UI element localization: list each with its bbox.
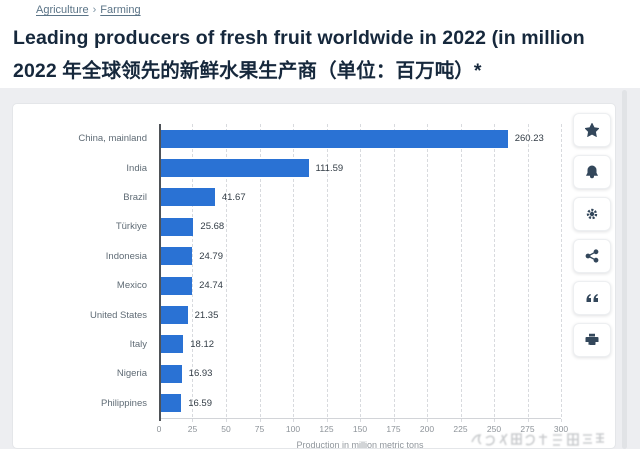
chart-rows: China, mainland 260.23 India 111.59 Brazil 41… bbox=[29, 124, 561, 418]
value-label: 41.67 bbox=[221, 191, 246, 203]
chart-row: Mexico 24.74 bbox=[29, 271, 561, 300]
chart-row: Brazil 41.67 bbox=[29, 183, 561, 212]
bar[interactable] bbox=[159, 276, 193, 295]
bar[interactable] bbox=[159, 159, 309, 178]
notify-bell-button[interactable] bbox=[573, 155, 611, 189]
gridline bbox=[326, 124, 328, 422]
x-tick-label: 300 bbox=[553, 423, 569, 434]
value-label: 16.59 bbox=[188, 397, 212, 409]
gridline bbox=[561, 124, 562, 422]
value-label: 24.74 bbox=[199, 280, 223, 292]
value-label: 111.59 bbox=[315, 162, 344, 174]
print-button[interactable] bbox=[573, 323, 611, 357]
value-label: 21.35 bbox=[194, 309, 219, 321]
bar[interactable] bbox=[159, 247, 193, 266]
bar[interactable] bbox=[159, 394, 182, 413]
share-icon bbox=[585, 249, 599, 263]
category-label: United States bbox=[89, 309, 147, 321]
cite-quote-icon bbox=[585, 291, 599, 305]
category-label: Mexico bbox=[116, 280, 147, 292]
category-label: Philippines bbox=[101, 397, 147, 409]
category-label: Türkiye bbox=[115, 221, 147, 233]
x-tick-label: 275 bbox=[520, 423, 535, 434]
chart-row: China, mainland 260.23 bbox=[29, 124, 561, 153]
page-title-line2: 2022 年全球领先的新鲜水果生产商（单位：百万吨）* bbox=[13, 60, 482, 82]
chart-row: Italy 18.12 bbox=[29, 330, 561, 359]
chart-row: Philippines 16.59 bbox=[29, 389, 561, 418]
cite-quote-button[interactable] bbox=[573, 281, 611, 315]
bar[interactable] bbox=[159, 364, 182, 383]
value-label: 24.79 bbox=[199, 250, 223, 262]
x-tick-label: 100 bbox=[285, 423, 301, 434]
breadcrumb-link-farming[interactable]: Farming bbox=[100, 4, 141, 16]
x-axis-title: Production in million metric tons bbox=[296, 439, 424, 449]
print-icon bbox=[585, 333, 599, 347]
watermark bbox=[471, 433, 604, 446]
bar[interactable] bbox=[159, 129, 508, 148]
category-label: China, mainland bbox=[78, 133, 147, 145]
page-scrollbar[interactable] bbox=[622, 90, 627, 449]
bar[interactable] bbox=[159, 217, 194, 236]
favorite-star-button[interactable] bbox=[573, 113, 611, 147]
favorite-star-icon bbox=[585, 123, 599, 137]
x-tick-label: 175 bbox=[386, 423, 401, 434]
settings-gear-button[interactable] bbox=[573, 197, 611, 231]
gridline bbox=[393, 124, 395, 422]
gridline bbox=[225, 124, 227, 422]
page-title: Leading producers of fresh fruit worldwi… bbox=[13, 22, 640, 88]
y-axis-line bbox=[159, 124, 161, 421]
settings-gear-icon bbox=[585, 207, 599, 221]
gridline bbox=[192, 124, 194, 422]
gridline bbox=[292, 124, 294, 422]
chart-row: Türkiye 25.68 bbox=[29, 212, 561, 241]
bar[interactable] bbox=[159, 335, 184, 354]
x-tick-label: 150 bbox=[352, 423, 368, 434]
gridline bbox=[426, 124, 428, 422]
page-title-line1: Leading producers of fresh fruit worldwi… bbox=[13, 27, 585, 49]
gridline bbox=[527, 124, 529, 422]
value-label: 260.23 bbox=[514, 133, 544, 145]
gridlines bbox=[159, 124, 562, 422]
gridline bbox=[360, 124, 361, 422]
bar[interactable] bbox=[159, 306, 188, 325]
x-tick-label: 25 bbox=[187, 423, 198, 434]
category-label: Nigeria bbox=[116, 368, 147, 380]
x-tick-label: 200 bbox=[419, 423, 435, 434]
category-label: Italy bbox=[129, 338, 147, 350]
chart-card: China, mainland 260.23 India 111.59 Brazil 41… bbox=[12, 103, 616, 449]
gridline bbox=[494, 124, 495, 422]
value-label: 16.93 bbox=[188, 368, 213, 380]
chart-row: Indonesia 24.79 bbox=[29, 242, 561, 271]
category-label: Brazil bbox=[123, 191, 147, 203]
x-tick-label: 225 bbox=[453, 423, 468, 434]
category-label: India bbox=[126, 162, 147, 174]
x-tick-label: 50 bbox=[221, 423, 231, 434]
gridline bbox=[460, 124, 462, 422]
share-button[interactable] bbox=[573, 239, 611, 273]
chart-row: United States 21.35 bbox=[29, 300, 561, 329]
x-tick-label: 125 bbox=[319, 423, 334, 434]
breadcrumb-separator: › bbox=[92, 4, 97, 16]
category-label: Indonesia bbox=[105, 250, 147, 262]
gridline bbox=[259, 124, 261, 422]
chart-row: Nigeria 16.93 bbox=[29, 359, 561, 388]
value-label: 18.12 bbox=[190, 338, 215, 350]
bar-chart: China, mainland 260.23 India 111.59 Brazil 41… bbox=[29, 124, 568, 449]
breadcrumb-link-agriculture[interactable]: Agriculture bbox=[36, 4, 89, 16]
x-tick-label: 75 bbox=[254, 423, 265, 434]
chart-row: India 111.59 bbox=[29, 153, 561, 182]
notify-bell-icon bbox=[585, 165, 599, 179]
x-tick-label: 0 bbox=[156, 423, 162, 434]
x-tick-label: 250 bbox=[486, 423, 502, 434]
x-axis-ticks: 0 25 50 75 100 125 150 175 200 225 250 275 300 bbox=[156, 418, 568, 434]
breadcrumb: Agriculture › Farming bbox=[36, 4, 141, 16]
value-label: 25.68 bbox=[200, 221, 225, 233]
bar[interactable] bbox=[159, 188, 215, 207]
